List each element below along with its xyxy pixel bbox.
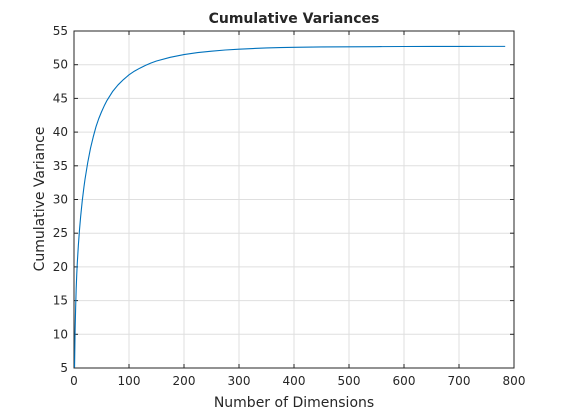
- x-tick-label: 600: [393, 374, 416, 388]
- y-tick-label: 35: [53, 159, 68, 173]
- y-axis-label: Cumulative Variance: [32, 127, 48, 272]
- y-tick-label: 50: [53, 58, 68, 72]
- x-tick-label: 0: [70, 374, 78, 388]
- x-tick-label: 100: [118, 374, 141, 388]
- grid-layer: [73, 30, 515, 369]
- y-tick-label: 55: [53, 24, 68, 38]
- x-tick-label: 200: [173, 374, 196, 388]
- y-tick-label: 30: [53, 193, 68, 207]
- y-tick-label: 15: [53, 294, 68, 308]
- x-axis-label: Number of Dimensions: [214, 395, 374, 411]
- tick-layer: 0 100 200 300 400 500 600 700 800 5 10 15 20 25 30 35 40…: [53, 24, 526, 388]
- x-tick-label: 400: [283, 374, 306, 388]
- x-tick-label: 300: [228, 374, 251, 388]
- series-layer: [74, 45, 506, 368]
- x-tick-label: 800: [503, 374, 526, 388]
- x-tick-label: 500: [338, 374, 361, 388]
- y-tick-label: 5: [60, 361, 68, 375]
- y-tick-label: 10: [53, 327, 68, 341]
- chart-title: Cumulative Variances: [209, 11, 380, 27]
- y-tick-label: 20: [53, 260, 68, 274]
- x-tick-label: 700: [448, 374, 471, 388]
- y-tick-label: 45: [53, 91, 68, 105]
- y-tick-label: 40: [53, 125, 68, 139]
- series-line: [74, 45, 506, 368]
- y-tick-label: 25: [53, 226, 68, 240]
